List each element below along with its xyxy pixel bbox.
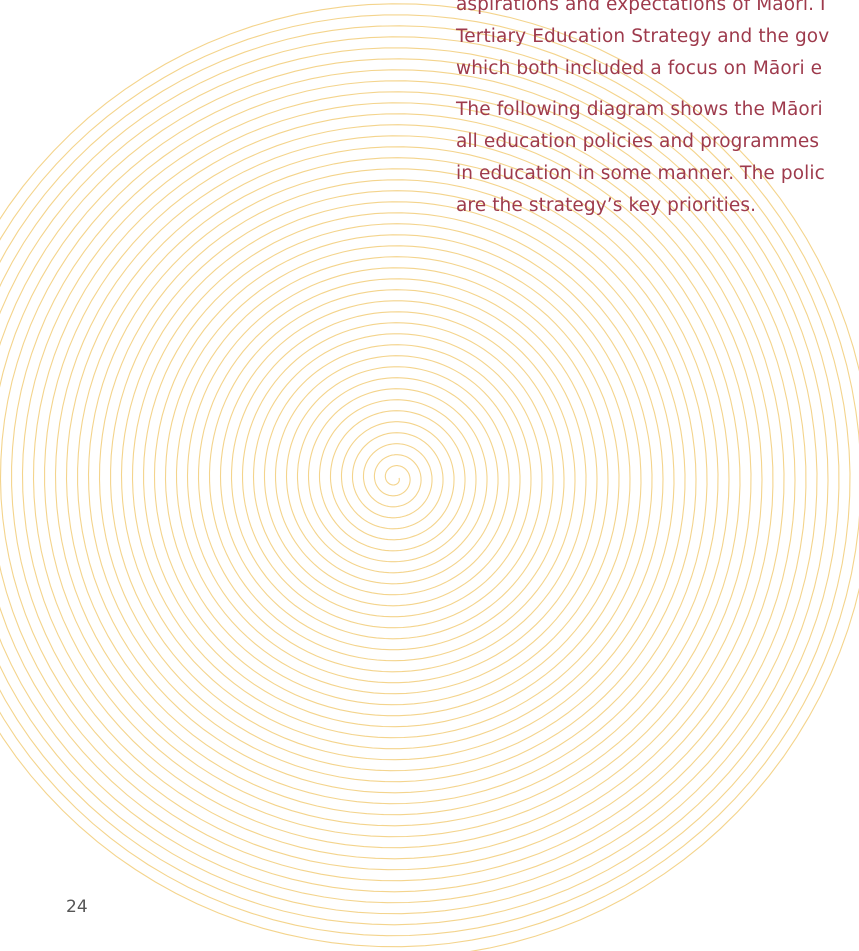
text-line: all education policies and programmes bbox=[456, 131, 820, 152]
text-line: are the strategy’s key priorities. bbox=[456, 195, 757, 216]
text-line: The following diagram shows the Māori bbox=[456, 99, 823, 120]
text-line: in education in some manner. The polic bbox=[456, 163, 825, 184]
text-line: Tertiary Education Strategy and the gov bbox=[456, 26, 830, 47]
text-line: which both included a focus on Māori e bbox=[456, 58, 823, 79]
text-line: aspirations and expectations of Māori. I bbox=[456, 0, 826, 15]
page-number: 24 bbox=[66, 897, 88, 917]
spiral bbox=[0, 3, 859, 951]
